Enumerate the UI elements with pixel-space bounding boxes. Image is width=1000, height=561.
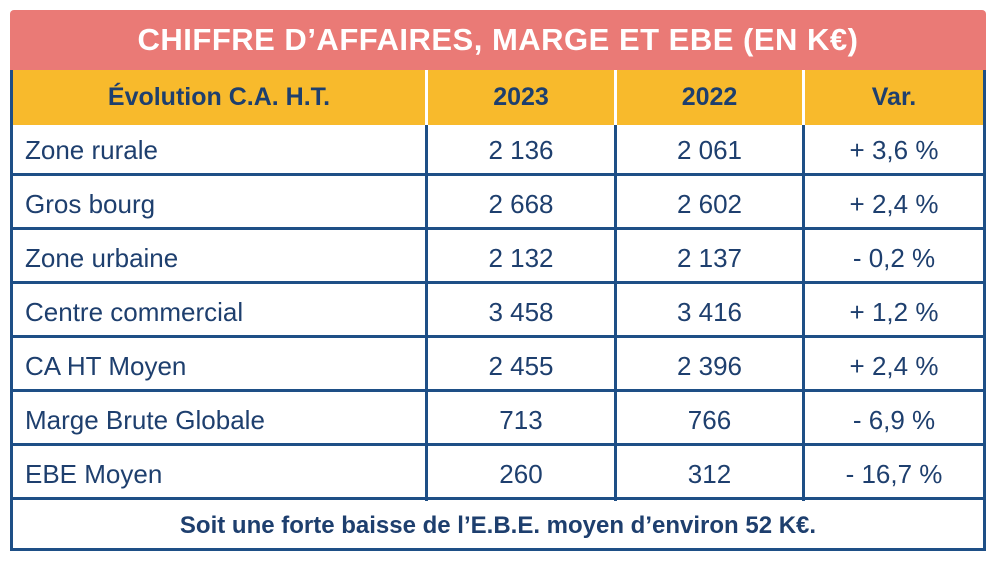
value-2023: 2 132 (488, 243, 554, 273)
value-var: + 1,2 % (849, 297, 939, 327)
table-row-ebe-moyen: EBE Moyen 260 312 - 16,7 % (13, 449, 983, 500)
value-2023: 3 458 (488, 297, 554, 327)
table-row-zone-rurale: Zone rurale 2 136 2 061 + 3,6 % (13, 125, 983, 176)
row-label: Gros bourg (25, 189, 156, 219)
column-divider (614, 125, 617, 501)
table-row-gros-bourg: Gros bourg 2 668 2 602 + 2,4 % (13, 179, 983, 230)
value-var: - 0,2 % (852, 243, 936, 273)
table-row-ca-ht-moyen: CA HT Moyen 2 455 2 396 + 2,4 % (13, 341, 983, 392)
header-divider (614, 70, 617, 125)
table-footer-note: Soit une forte baisse de l’E.B.E. moyen … (179, 511, 817, 539)
value-2023: 2 668 (488, 189, 554, 219)
value-2022: 3 416 (676, 297, 743, 327)
value-2022: 2 396 (676, 351, 743, 381)
header-2023: 2023 (493, 83, 549, 111)
table-row-zone-urbaine: Zone urbaine 2 132 2 137 - 0,2 % (13, 233, 983, 284)
value-2022: 312 (687, 459, 732, 489)
row-label: Zone rurale (25, 135, 158, 165)
value-2022: 766 (687, 405, 732, 435)
value-var: + 2,4 % (849, 351, 939, 381)
results-table: Évolution C.A. H.T. 2023 2022 Var. Zone … (10, 70, 986, 551)
value-2022: 2 602 (676, 189, 743, 219)
value-var: - 6,9 % (852, 405, 936, 435)
header-label-column: Évolution C.A. H.T. (107, 83, 331, 111)
table-row-marge-brute-globale: Marge Brute Globale 713 766 - 6,9 % (13, 395, 983, 446)
value-2022: 2 061 (676, 135, 743, 165)
header-divider (425, 70, 428, 125)
table-header-row: Évolution C.A. H.T. 2023 2022 Var. (13, 70, 983, 125)
column-divider (425, 125, 428, 501)
column-divider (802, 125, 805, 501)
header-var: Var. (871, 83, 917, 111)
value-var: - 16,7 % (845, 459, 943, 489)
header-2022: 2022 (681, 83, 738, 111)
header-divider (802, 70, 805, 125)
row-label: CA HT Moyen (25, 351, 187, 381)
row-label: EBE Moyen (25, 459, 163, 489)
row-label: Centre commercial (25, 297, 244, 327)
row-label: Marge Brute Globale (25, 405, 265, 435)
value-2023: 713 (499, 405, 543, 435)
value-2023: 2 455 (488, 351, 554, 381)
value-2023: 2 136 (488, 135, 554, 165)
value-2023: 260 (499, 459, 543, 489)
value-var: + 3,6 % (849, 135, 939, 165)
table-row-centre-commercial: Centre commercial 3 458 3 416 + 1,2 % (13, 287, 983, 338)
value-2022: 2 137 (676, 243, 743, 273)
value-var: + 2,4 % (849, 189, 939, 219)
row-label: Zone urbaine (25, 243, 179, 273)
table-title: CHIFFRE D’AFFAIRES, MARGE ET EBE (EN K€) (10, 10, 986, 70)
